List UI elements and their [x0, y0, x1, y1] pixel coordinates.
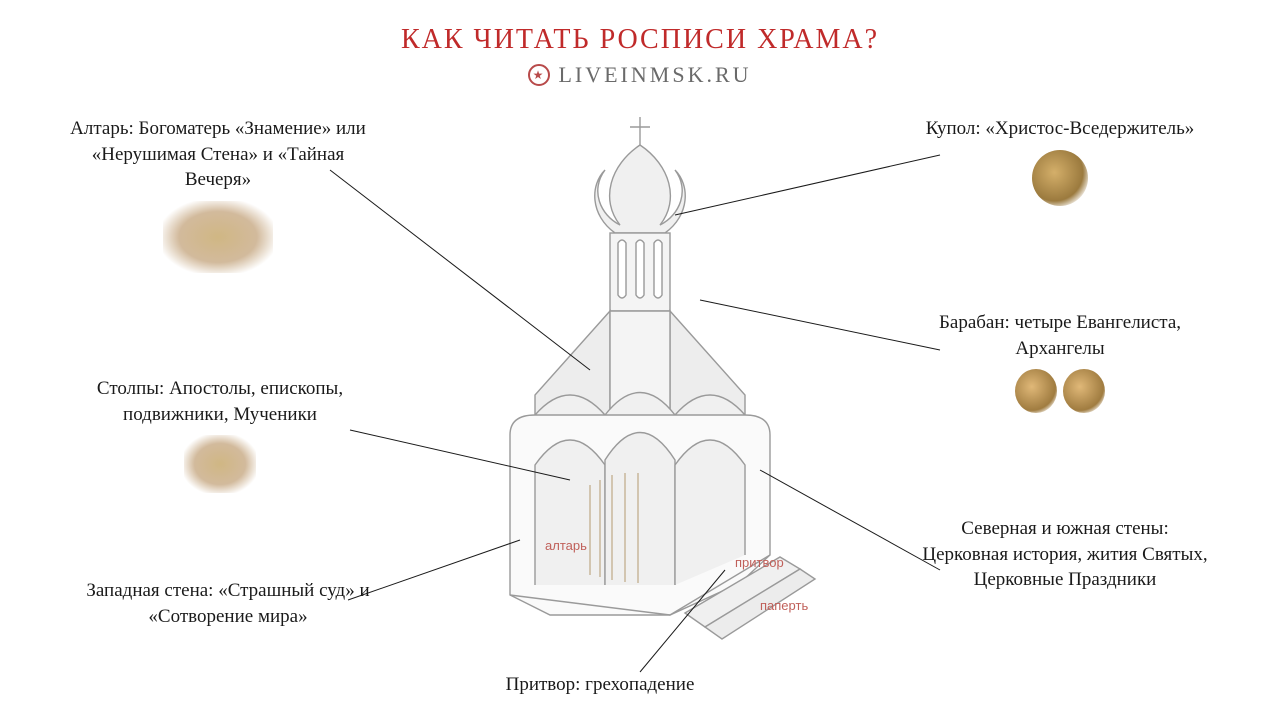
annotation-drum: Барабан: четыре Евангелиста, Архангелы	[920, 310, 1200, 419]
church-label-altar: алтарь	[545, 538, 587, 553]
church-label-pritvor: притвор	[735, 555, 784, 570]
annotation-altar-text: Алтарь: Богоматерь «Знамение» или «Неруш…	[68, 116, 368, 193]
last-supper-icon	[163, 201, 273, 273]
annotation-pillars: Столпы: Апостолы, епископы, подвижники, …	[60, 376, 380, 493]
page-title: КАК ЧИТАТЬ РОСПИСИ ХРАМА?	[0, 0, 1280, 56]
annotation-altar: Алтарь: Богоматерь «Знамение» или «Неруш…	[68, 116, 368, 273]
pantokrator-icon	[1032, 150, 1088, 206]
subtitle: ★ LIVEINMSK.RU	[0, 62, 1280, 88]
logo-badge-icon: ★	[528, 64, 550, 86]
annotation-west-wall-text: Западная стена: «Страшный суд» и «Сотвор…	[78, 578, 378, 629]
evangelists-icon	[1015, 369, 1105, 419]
annotation-narthex: Притвор: грехопадение	[410, 672, 790, 698]
saints-icon	[184, 435, 256, 493]
annotation-west-wall: Западная стена: «Страшный суд» и «Сотвор…	[78, 578, 378, 629]
annotation-walls-ns-text: Северная и южная стены: Церковная истори…	[920, 516, 1210, 593]
annotation-pillars-text: Столпы: Апостолы, епископы, подвижники, …	[60, 376, 380, 427]
annotation-drum-text: Барабан: четыре Евангелиста, Архангелы	[920, 310, 1200, 361]
annotation-narthex-text: Притвор: грехопадение	[410, 672, 790, 698]
church-label-papert: паперть	[760, 598, 808, 613]
annotation-walls-ns: Северная и южная стены: Церковная истори…	[920, 516, 1210, 593]
annotation-dome: Купол: «Христос-Вседержитель»	[920, 116, 1200, 206]
subtitle-text: LIVEINMSK.RU	[558, 62, 751, 88]
annotation-dome-text: Купол: «Христос-Вседержитель»	[920, 116, 1200, 142]
